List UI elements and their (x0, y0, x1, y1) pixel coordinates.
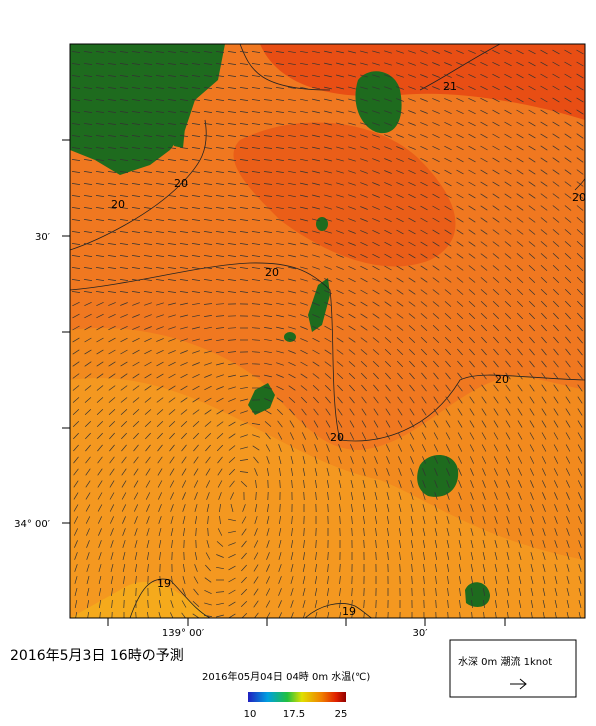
map-area (70, 44, 585, 620)
lon-label: 139° 00′ (162, 628, 205, 639)
contour-label: 19 (157, 577, 171, 590)
legend-box (450, 640, 576, 697)
contour-label: 20 (265, 266, 279, 279)
colorbar-label: 17.5 (283, 709, 305, 720)
lat-label: 30′ (35, 232, 51, 243)
lat-label: 34° 00′ (14, 519, 51, 530)
colorbar-label: 10 (244, 709, 257, 720)
subtitle: 2016年05月04日 04時 0m 水温(℃) (202, 670, 370, 683)
colorbar (248, 692, 346, 702)
contour-label: 20 (572, 191, 586, 204)
contour-label: 20 (330, 431, 344, 444)
contour-label: 20 (495, 373, 509, 386)
contour-label: 21 (443, 80, 457, 93)
contour-label: 20 (111, 198, 125, 211)
colorbar-label: 25 (335, 709, 348, 720)
contour-label: 20 (174, 177, 188, 190)
lon-label: 30′ (413, 628, 429, 639)
legend-text: 水深 0m 潮流 1knot (458, 655, 552, 668)
title: 2016年5月3日 16時の予測 (10, 648, 184, 664)
contour-label: 19 (342, 605, 356, 618)
